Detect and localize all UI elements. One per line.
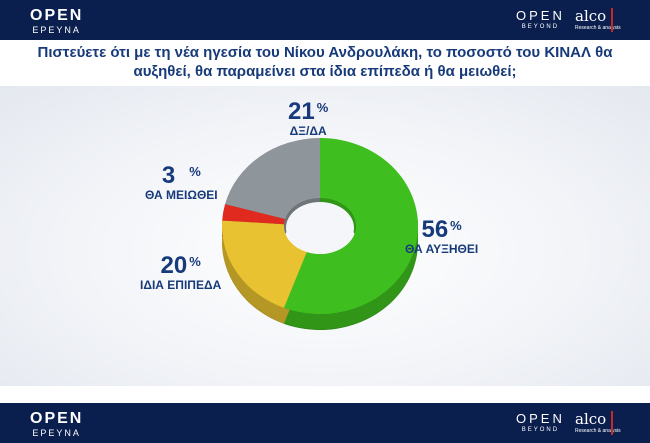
donut-chart bbox=[221, 138, 418, 330]
footer-logo-open-beyond-text: OPEN bbox=[516, 411, 565, 426]
category-label-2: ΘΑ ΜΕΙΩΘΕΙ bbox=[145, 188, 218, 202]
slice-3 bbox=[225, 138, 320, 220]
unit-label-1: % bbox=[189, 254, 201, 269]
category-label-3: ΔΞ/ΔΑ bbox=[289, 124, 327, 138]
header-bar: OPEN ΕΡΕΥΝΑ OPEN BEYOND alco Research & … bbox=[0, 0, 650, 40]
unit-label-2: % bbox=[189, 164, 201, 179]
category-label-0: ΘΑ ΑΥΞΗΘΕΙ bbox=[405, 242, 479, 256]
logo-open-text: OPEN bbox=[30, 7, 84, 24]
logo-erevna-text: ΕΡΕΥΝΑ bbox=[32, 25, 81, 35]
footer-logo-open-text: OPEN bbox=[30, 410, 84, 427]
footer-divider bbox=[611, 411, 613, 435]
value-label-2: 3 bbox=[161, 162, 176, 189]
logo-open-beyond-text: OPEN bbox=[516, 8, 565, 23]
value-label-3: 21 bbox=[288, 98, 315, 125]
slice-0 bbox=[283, 138, 418, 314]
footer-alco-logo: alco Research & analysis bbox=[575, 412, 621, 434]
header-divider bbox=[611, 8, 613, 32]
alco-logo: alco Research & analysis bbox=[575, 9, 621, 31]
label-slice-1: 20% ΙΔΙΑ ΕΠΙΠΕΔΑ bbox=[140, 252, 221, 292]
chart-title: Πιστεύετε ότι με τη νέα ηγεσία του Νίκου… bbox=[37, 44, 613, 80]
label-slice-2: 3% ΘΑ ΜΕΙΩΘΕΙ bbox=[145, 162, 218, 202]
alco-text: alco bbox=[575, 7, 607, 25]
logo-beyond-text: BEYOND bbox=[521, 24, 560, 30]
footer-alco-sub-text: Research & analysis bbox=[575, 428, 621, 434]
label-slice-3: 21% ΔΞ/ΔΑ bbox=[288, 98, 328, 138]
footer-open-erevna-logo: OPEN ΕΡΕΥΝΑ bbox=[30, 411, 83, 438]
footer-open-beyond-logo: OPEN BEYOND bbox=[516, 412, 565, 433]
footer-logo-erevna-text: ΕΡΕΥΝΑ bbox=[32, 428, 81, 438]
label-slice-0: 56% ΘΑ ΑΥΞΗΘΕΙ bbox=[405, 216, 478, 256]
donut-hole bbox=[286, 202, 354, 254]
open-erevna-logo: OPEN ΕΡΕΥΝΑ bbox=[30, 8, 83, 35]
slice-2 bbox=[222, 204, 286, 225]
footer-bar: OPEN ΕΡΕΥΝΑ OPEN BEYOND alco Research & … bbox=[0, 403, 650, 443]
chart-area: 56% ΘΑ ΑΥΞΗΘΕΙ 20% ΙΔΙΑ ΕΠΙΠΕΔΑ 3% ΘΑ ΜΕ… bbox=[0, 86, 650, 386]
value-label-0: 56 bbox=[421, 216, 449, 243]
value-label-1: 20 bbox=[160, 252, 188, 279]
open-beyond-logo: OPEN BEYOND bbox=[516, 9, 565, 30]
footer-alco-text: alco bbox=[575, 410, 607, 428]
unit-label-3: % bbox=[316, 100, 329, 115]
unit-label-0: % bbox=[450, 218, 462, 233]
category-label-1: ΙΔΙΑ ΕΠΙΠΕΔΑ bbox=[140, 278, 222, 292]
slice-1 bbox=[221, 220, 307, 308]
alco-sub-text: Research & analysis bbox=[575, 25, 621, 31]
footer-logo-beyond-text: BEYOND bbox=[521, 427, 560, 433]
